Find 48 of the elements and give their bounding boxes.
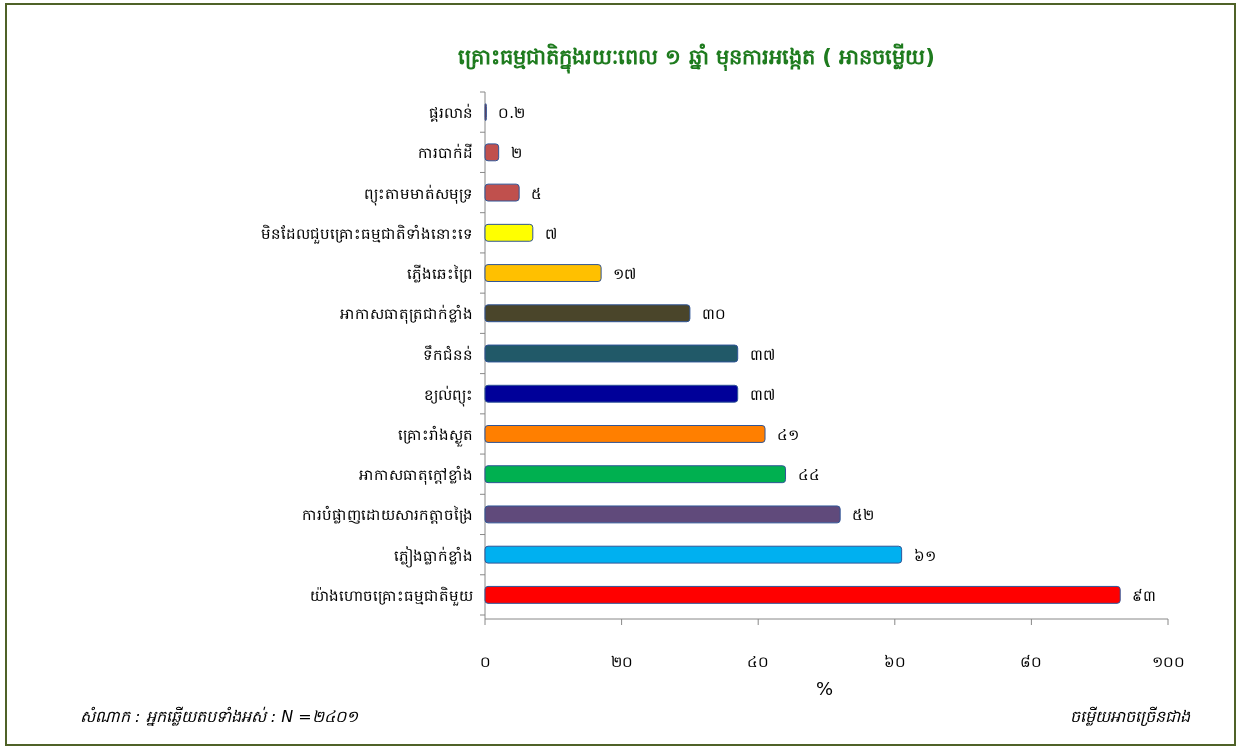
y-tick-label: គ្រោះរាំងស្ងួត xyxy=(398,424,473,447)
x-tick-label: ៦០ xyxy=(883,653,906,671)
y-tick-label: ការបាក់ដី xyxy=(418,143,473,163)
x-tick-label: ០ xyxy=(479,653,491,671)
y-tick-label: ភ្លើងឆេះព្រៃ xyxy=(407,264,473,284)
data-label: ៤៤ xyxy=(797,466,820,485)
data-label: ៥ xyxy=(531,184,543,203)
bar xyxy=(484,465,787,484)
x-tick-label: ៤០ xyxy=(747,653,770,671)
x-tick-label: ២០ xyxy=(610,653,633,671)
y-tick-label: អាកាសធាតុត្រជាក់ខ្លាំង xyxy=(340,304,473,325)
text: ចម្លើយអាចច្រើនជាង xyxy=(1070,706,1191,726)
data-label: ៧ xyxy=(544,224,557,243)
chart-title: គ្រោះធម្មជាតិក្នុងរយៈពេល ១ ឆ្នាំ មុនការអង្កេត ( អានចម្លើយ) xyxy=(458,43,935,74)
x-tick-label: ១០០ xyxy=(1151,653,1185,671)
y-tick-label: ផ្គរលាន់ xyxy=(429,103,473,123)
y-tick-label: ទឹកជំនន់ xyxy=(423,344,473,364)
data-label: ៣០ xyxy=(701,305,726,324)
y-tick-label: ខ្យល់ព្យុះ xyxy=(424,384,473,407)
bar xyxy=(484,304,691,323)
bar xyxy=(484,384,739,403)
y-tick-label: អាកាសធាតុក្តៅខ្លាំង xyxy=(359,465,473,486)
bar xyxy=(484,545,903,564)
data-label: ៦១ xyxy=(913,546,936,565)
y-tick-label: មិនដែលជួបគ្រោះធម្មជាតិទាំងនោះទេ xyxy=(261,223,473,244)
text: សំណាក : អ្នកឆ្លើយតបទាំងអស់ : N =២៤០១ xyxy=(80,706,360,726)
bar xyxy=(484,223,534,242)
data-label: ៥២ xyxy=(852,506,875,525)
bar xyxy=(484,585,1121,604)
bar xyxy=(484,264,602,282)
bar xyxy=(484,505,841,524)
x-tick-label: ៨០ xyxy=(1020,653,1043,671)
y-tick-label: ភ្លៀងធ្លាក់ខ្លាំង xyxy=(394,545,473,568)
data-label: ០.២ xyxy=(498,104,526,123)
data-label: ៣៧ xyxy=(749,345,775,364)
data-label: ៩៣ xyxy=(1132,586,1157,605)
x-axis-title: % xyxy=(815,678,834,699)
bar xyxy=(484,183,520,202)
bar xyxy=(484,344,739,363)
y-tick-label: ការបំផ្លាញដោយសារកត្តាចង្រៃ xyxy=(302,505,473,525)
data-label: ៤១ xyxy=(777,425,800,444)
data-label: ២ xyxy=(510,144,522,163)
y-tick-label: ព្យុះតាមមាត់សមុទ្រ xyxy=(364,183,473,206)
data-label: ៣៧ xyxy=(749,385,775,404)
data-label: ១៧ xyxy=(613,265,637,284)
bar xyxy=(484,425,766,443)
bar xyxy=(484,143,500,162)
y-tick-label: យ៉ាងហោចគ្រោះធម្មជាតិមួយ xyxy=(310,585,473,606)
